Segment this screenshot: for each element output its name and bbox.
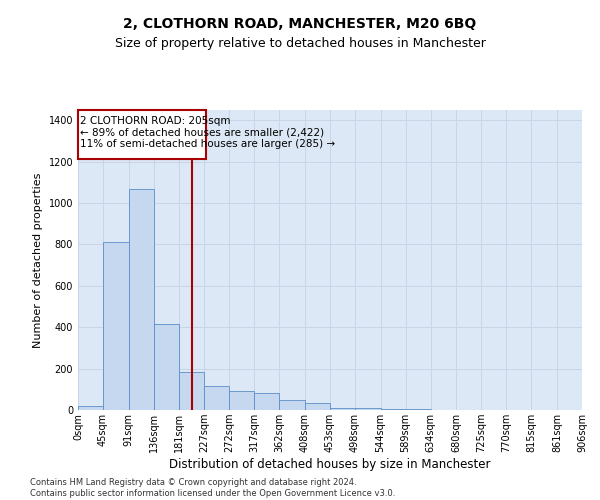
Text: Contains HM Land Registry data © Crown copyright and database right 2024.
Contai: Contains HM Land Registry data © Crown c…: [30, 478, 395, 498]
Bar: [128, 188, 154, 410]
Bar: [204, 386, 229, 410]
Bar: [154, 324, 179, 410]
Text: 11% of semi-detached houses are larger (285) →: 11% of semi-detached houses are larger (…: [80, 138, 335, 148]
Bar: [78, 110, 206, 158]
Bar: [78, 406, 103, 410]
Bar: [103, 242, 128, 410]
Bar: [305, 403, 330, 410]
Text: 2, CLOTHORN ROAD, MANCHESTER, M20 6BQ: 2, CLOTHORN ROAD, MANCHESTER, M20 6BQ: [124, 18, 476, 32]
Bar: [355, 408, 380, 410]
Bar: [380, 409, 406, 410]
Bar: [179, 372, 204, 410]
Bar: [254, 394, 280, 410]
Bar: [330, 408, 355, 410]
Bar: [280, 400, 305, 410]
Text: Size of property relative to detached houses in Manchester: Size of property relative to detached ho…: [115, 38, 485, 51]
Bar: [229, 392, 254, 410]
Y-axis label: Number of detached properties: Number of detached properties: [33, 172, 43, 348]
Text: ← 89% of detached houses are smaller (2,422): ← 89% of detached houses are smaller (2,…: [80, 127, 325, 137]
X-axis label: Distribution of detached houses by size in Manchester: Distribution of detached houses by size …: [169, 458, 491, 471]
Text: 2 CLOTHORN ROAD: 205sqm: 2 CLOTHORN ROAD: 205sqm: [80, 116, 231, 126]
